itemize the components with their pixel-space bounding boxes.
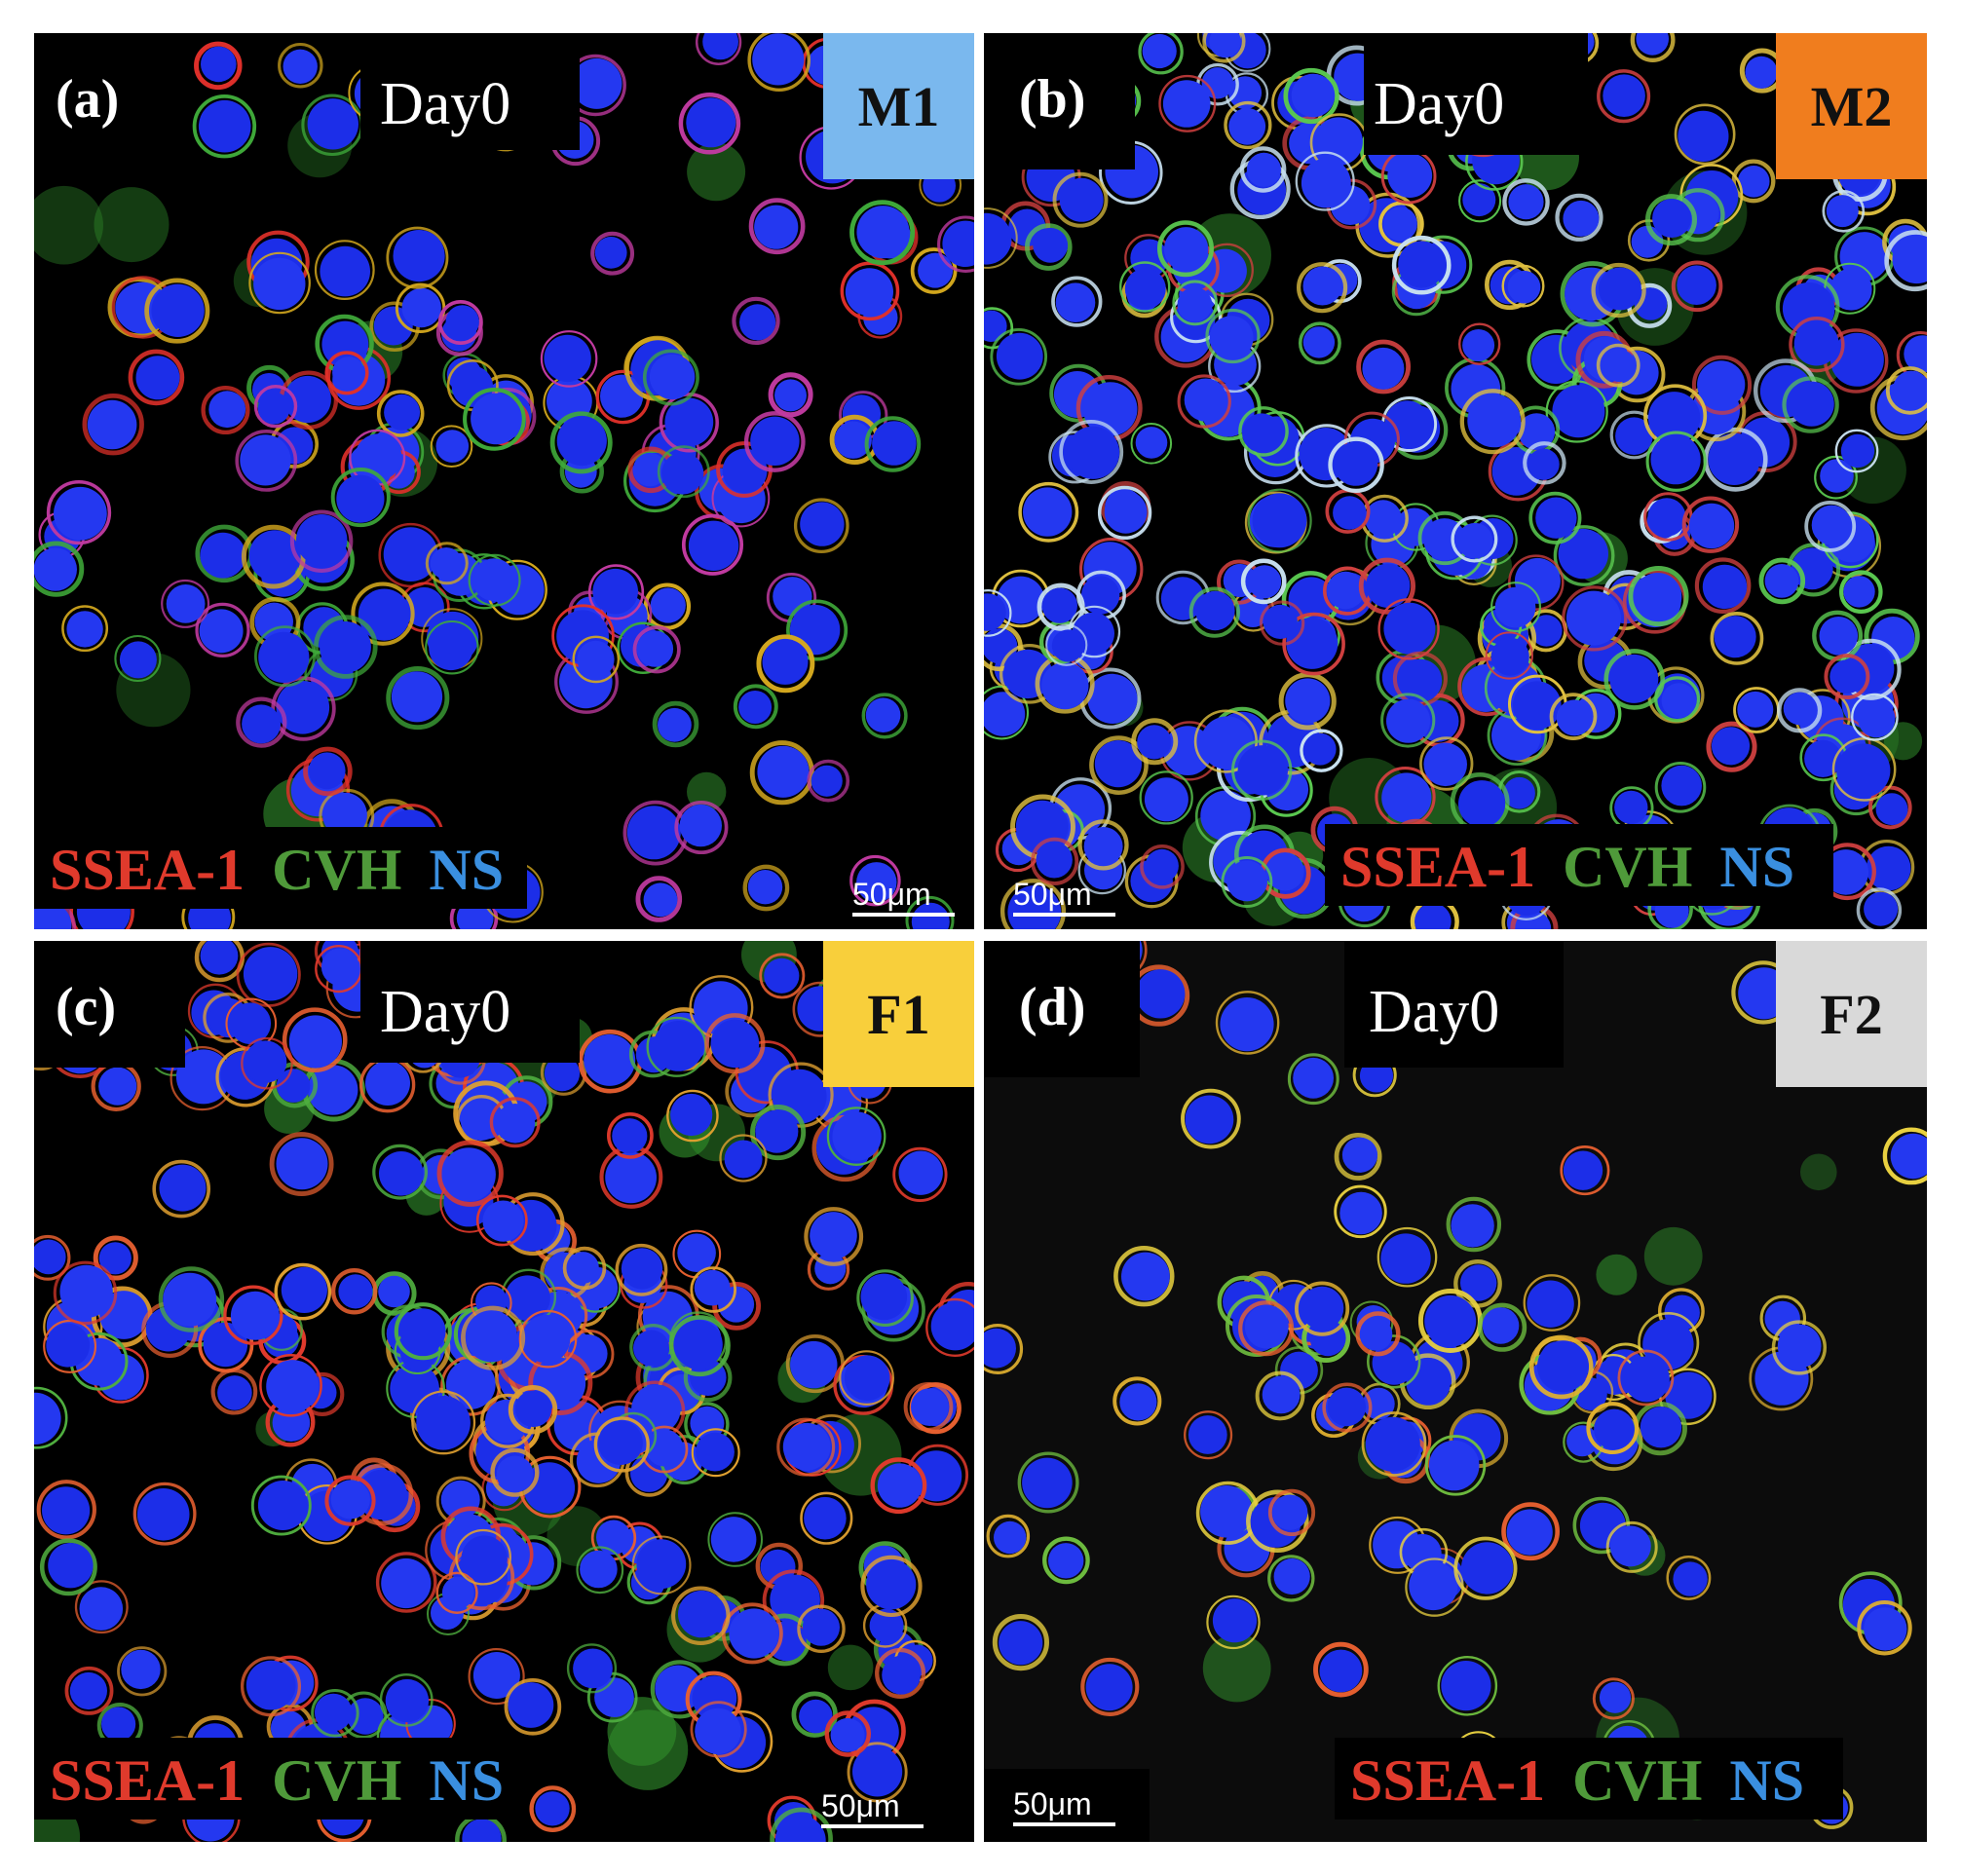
panel-b-micrograph: (b) Day0 M2 SSEA-1 CVH NS 50μm — [984, 33, 1927, 929]
panel-d-stain-legend: SSEA-1 CVH NS — [1335, 1738, 1844, 1820]
panel-d-day-label: Day0 — [1369, 979, 1500, 1045]
panel-b-badge: M2 — [1776, 33, 1927, 179]
panel-d-letter: (d) — [1019, 977, 1086, 1037]
panel-a-scale-bar: 50μm — [852, 879, 955, 917]
panel-c-letter: (c) — [56, 977, 117, 1037]
stain-ssea1-label: SSEA-1 — [1340, 835, 1536, 899]
stain-ssea1-label: SSEA-1 — [50, 838, 245, 902]
panel-c-badge: F1 — [823, 941, 974, 1087]
panel-a-stain-legend: SSEA-1 CVH NS — [34, 827, 528, 909]
stain-cvh-label: CVH — [272, 1748, 402, 1813]
stain-cvh-label: CVH — [1563, 835, 1693, 899]
panel-d-scale-bar: 50μm — [1013, 1788, 1115, 1826]
panel-c-micrograph: (c) Day0 F1 SSEA-1 CVH NS 50μm — [34, 941, 974, 1842]
panel-d-badge: F2 — [1776, 941, 1927, 1087]
stain-ssea1-label: SSEA-1 — [50, 1748, 245, 1813]
stain-ns-label: NS — [1729, 1748, 1805, 1813]
panel-c-day-label: Day0 — [380, 979, 511, 1045]
panel-a-badge: M1 — [823, 33, 974, 179]
panel-b-scale-label: 50μm — [1013, 877, 1092, 912]
panel-d-micrograph: (d) Day0 F2 SSEA-1 CVH NS 50μm — [984, 941, 1927, 1842]
panel-a-letter: (a) — [56, 69, 120, 130]
stain-ns-label: NS — [429, 1748, 505, 1813]
panel-b-scale-bar: 50μm — [1013, 879, 1115, 917]
stain-ns-label: NS — [429, 838, 505, 902]
stain-ssea1-label: SSEA-1 — [1350, 1748, 1546, 1813]
stain-cvh-label: CVH — [272, 838, 402, 902]
panel-c-cells — [34, 941, 974, 1842]
panel-a-day-label: Day0 — [380, 71, 511, 137]
stain-ns-label: NS — [1719, 835, 1795, 899]
panel-c-scale-bar: 50μm — [821, 1790, 924, 1828]
panel-c-scale-label: 50μm — [821, 1788, 900, 1823]
stain-cvh-label: CVH — [1572, 1748, 1703, 1813]
panel-b-letter: (b) — [1019, 69, 1086, 130]
panel-a-scale-label: 50μm — [852, 877, 931, 912]
panel-a-micrograph: (a) Day0 M1 SSEA-1 CVH NS 50μm — [34, 33, 974, 929]
panel-b-stain-legend: SSEA-1 CVH NS — [1325, 824, 1834, 906]
panel-c-stain-legend: SSEA-1 CVH NS — [34, 1738, 528, 1820]
panel-d-scale-label: 50μm — [1013, 1786, 1092, 1821]
panel-b-day-label: Day0 — [1374, 71, 1505, 137]
